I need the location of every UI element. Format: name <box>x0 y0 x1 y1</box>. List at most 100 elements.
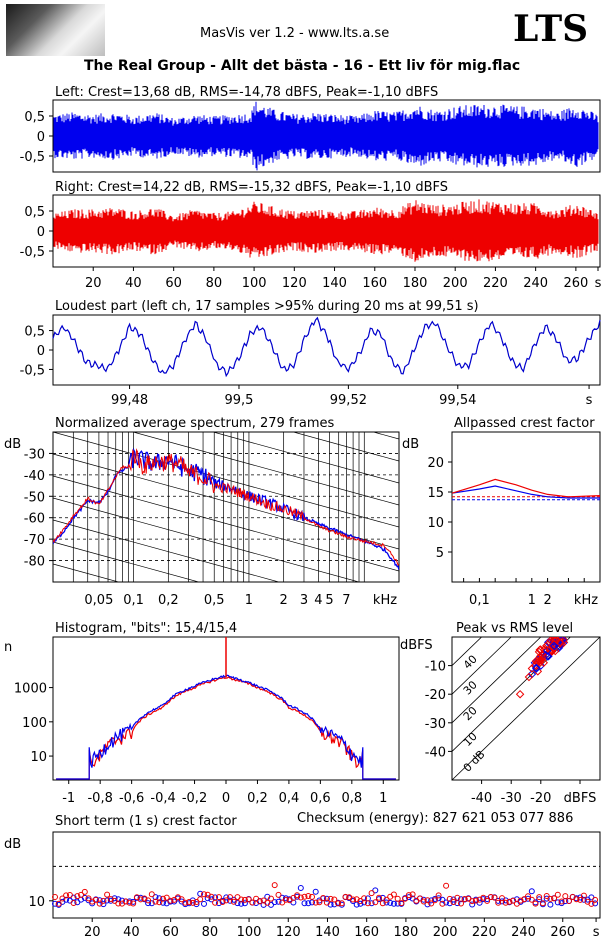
allpassed_crest-xtick-label: 1 <box>528 593 536 608</box>
loudest_part-xtick-label: 99,48 <box>111 393 148 408</box>
peak_vs_rms-cluster-point <box>536 658 545 667</box>
short_term_crest-point-right <box>297 894 304 901</box>
right_waveform-xtick-label: s <box>595 276 602 291</box>
short_term_crest-point-right <box>577 896 584 903</box>
histogram-ylabel: n <box>4 640 12 655</box>
avg_spectrum-xtick-label: 1 <box>245 593 253 608</box>
loudest_part-xtick-label: 99,54 <box>439 393 476 408</box>
peak_vs_rms-diagonal <box>452 637 542 724</box>
short_term_crest: Short term (1 s) crest factor dB 10 20 40 60 8… <box>4 814 601 940</box>
avg_spectrum-xtick-label: 0,05 <box>84 593 113 608</box>
short_term_crest-point-right <box>66 892 73 898</box>
short_term_crest-point-right <box>450 899 457 905</box>
short_term_crest-point-right <box>316 899 323 906</box>
right_waveform-xtick-label: 160 <box>362 276 387 291</box>
short_term_crest-point-right <box>115 900 122 907</box>
short_term_crest-point-right <box>320 895 327 901</box>
allpassed_crest-xtick-label: 2 <box>543 593 551 608</box>
short_term_crest-point-left <box>223 894 230 901</box>
short_term_crest-point-right <box>562 893 569 900</box>
left_waveform-ytick-label: 0 <box>37 130 45 145</box>
short_term_crest-point-right <box>521 896 528 903</box>
peak_vs_rms-point-right <box>524 672 534 682</box>
avg_spectrum-series-left <box>53 447 399 570</box>
histogram-series-left <box>56 674 396 780</box>
short_term_crest-point-left <box>241 900 248 907</box>
short_term_crest-point-left <box>160 899 166 906</box>
allpassed_crest-xtick-label: 0,1 <box>469 593 490 608</box>
peak_vs_rms-xtick-label: dBFS <box>564 791 597 806</box>
short_term_crest-point-right <box>435 892 442 899</box>
short_term_crest-point-left <box>592 900 599 907</box>
short_term_crest-point-right <box>405 892 412 899</box>
short_term_crest-point-left <box>148 900 155 907</box>
short_term_crest-point-right <box>376 894 382 901</box>
short_term_crest-point-right <box>264 899 271 906</box>
left_waveform: Left: Crest=13,68 dB, RMS=-14,78 dBFS, P… <box>20 85 601 173</box>
peak_vs_rms-cluster-point <box>532 663 541 673</box>
short_term_crest-point-left <box>193 901 200 908</box>
short_term_crest-point-right <box>394 895 401 902</box>
short_term_crest-point-left <box>499 898 505 905</box>
short_term_crest-point-left <box>85 897 92 904</box>
short_term_crest-xtick-label: 220 <box>472 925 497 940</box>
short_term_crest-point-left <box>111 895 118 902</box>
short_term_crest-point-right <box>85 895 92 902</box>
right_waveform-signal <box>53 199 599 262</box>
histogram-title: Histogram, "bits": 15,4/15,4 <box>55 621 237 636</box>
short_term_crest-point-right <box>495 899 502 906</box>
peak_vs_rms-diagonal-label: 20 <box>461 704 480 723</box>
lts-logo-text: LTS <box>513 8 589 50</box>
loudest_part-xtick-label: 99,5 <box>225 393 254 408</box>
short_term_crest-point-left <box>238 900 245 907</box>
right_waveform-xtick-label: 220 <box>483 276 508 291</box>
avg_spectrum-slope-line <box>53 519 281 582</box>
histogram-xtick-label: -0,8 <box>87 791 112 806</box>
short_term_crest-point-right <box>580 892 587 899</box>
short_term_crest-point-left <box>547 901 554 908</box>
peak_vs_rms-diagonal <box>452 637 482 666</box>
loudest_part-ytick-label: -0,5 <box>20 363 45 378</box>
avg_spectrum-xtick-label: 0,1 <box>123 593 144 608</box>
peak_vs_rms-cluster-point <box>555 637 565 647</box>
short_term_crest-point-left <box>312 888 319 895</box>
short_term_crest-point-right <box>52 894 58 900</box>
short_term_crest-point-right <box>148 891 155 898</box>
short_term_crest-xtick-label: 120 <box>276 925 301 940</box>
short_term_crest-point-right <box>398 900 405 907</box>
short_term_crest-point-right <box>458 900 464 907</box>
peak_vs_rms-diagonal-label: 30 <box>461 678 480 697</box>
histogram: Histogram, "bits": 15,4/15,4n100010010-1… <box>4 621 400 806</box>
short_term_crest-point-right <box>59 895 66 902</box>
right_waveform-xtick-label: 100 <box>242 276 267 291</box>
loudest_part-frame <box>52 314 601 386</box>
short_term_crest-point-right <box>338 900 345 907</box>
avg_spectrum-xtick-label: 0,5 <box>204 593 225 608</box>
allpassed_crest-ytick-label: 10 <box>427 516 444 531</box>
short_term_crest-point-left <box>119 897 125 904</box>
short_term_crest-point-right <box>487 894 494 900</box>
peak_vs_rms-ytick-label: -20 <box>425 688 446 703</box>
short_term_crest-point-left <box>368 900 375 907</box>
avg_spectrum-xtick-label: 4 <box>314 593 322 608</box>
short_term_crest-point-right <box>331 896 338 903</box>
short_term_crest-point-right <box>539 900 546 907</box>
avg_spectrum-ytick-label: -30 <box>24 447 45 462</box>
short_term_crest-point-left <box>275 898 282 905</box>
allpassed_crest-frame <box>451 431 601 583</box>
peak_vs_rms-point-right <box>515 689 525 699</box>
histogram-xtick-label: 0 <box>222 791 230 806</box>
avg_spectrum-ytick-label: -50 <box>24 490 45 505</box>
short_term_crest-point-right <box>342 893 349 900</box>
avg_spectrum-slope-line <box>53 497 361 582</box>
allpassed_crest-ytick-label: 15 <box>427 486 444 501</box>
peak_vs_rms-cluster-point <box>537 653 547 663</box>
right_waveform-xtick-label: 180 <box>403 276 428 291</box>
short_term_crest-point-right <box>160 895 166 902</box>
short_term_crest-point-left <box>271 899 278 906</box>
short_term_crest-point-right <box>130 900 137 907</box>
avg_spectrum-xtick-label: 7 <box>342 593 350 608</box>
short_term_crest-point-right <box>491 894 498 901</box>
short_term_crest-point-right <box>372 899 379 906</box>
